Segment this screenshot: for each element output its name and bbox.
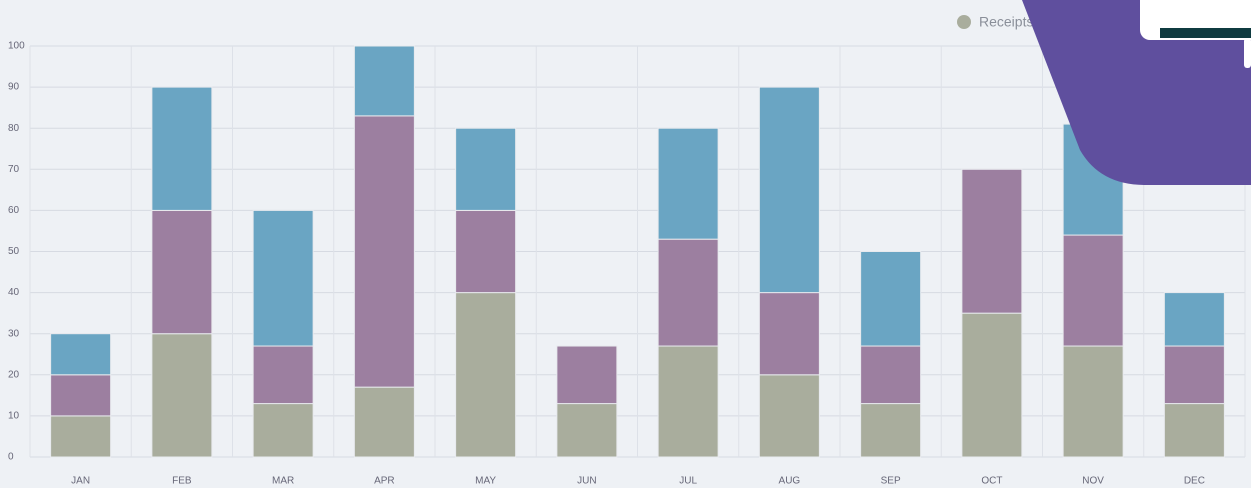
bar-segment — [1062, 234, 1124, 347]
x-tick-label: AUG — [779, 476, 801, 487]
overlay-shape — [1022, 0, 1251, 185]
bar-segment — [1163, 403, 1225, 458]
y-tick-label: 80 — [8, 123, 20, 134]
bar-segment — [1062, 345, 1124, 458]
bar-segment — [860, 251, 922, 347]
bar-segment — [252, 345, 314, 405]
bar-segment — [151, 333, 213, 458]
bar-segment — [151, 209, 213, 335]
bar-segment — [961, 312, 1023, 458]
bar-segment — [961, 168, 1023, 314]
y-tick-label: 90 — [8, 82, 20, 93]
overlay-edge — [1244, 38, 1251, 68]
legend-label: Receipts — [979, 14, 1033, 30]
bar-segment — [758, 292, 820, 376]
bar-segment — [353, 115, 415, 388]
overlay-strip — [1160, 28, 1251, 38]
bar-segment — [455, 127, 517, 211]
bar-segment — [252, 403, 314, 458]
decorative-overlay — [1022, 0, 1251, 185]
bar-segment — [353, 45, 415, 117]
bar-segment — [758, 86, 820, 294]
x-tick-label: NOV — [1082, 476, 1104, 487]
bar-segment — [556, 403, 618, 458]
bar-segment — [353, 386, 415, 458]
x-tick-label: MAR — [272, 476, 294, 487]
bar-segment — [455, 209, 517, 294]
bar-segment — [657, 238, 719, 347]
y-tick-label: 100 — [8, 41, 25, 52]
y-tick-label: 20 — [8, 369, 20, 380]
x-tick-label: JUN — [577, 476, 596, 487]
bar-segment — [455, 292, 517, 458]
y-tick-label: 40 — [8, 287, 20, 298]
x-tick-label: SEP — [881, 476, 901, 487]
x-tick-label: FEB — [172, 476, 192, 487]
bar-segment — [758, 374, 820, 458]
y-tick-label: 10 — [8, 411, 20, 422]
plot-area: 0 10 20 30 40 50 60 70 80 90 100 JAN FEB MAR APR MAY JUN… — [8, 41, 1246, 487]
bar-segment — [151, 86, 213, 211]
x-tick-label: MAY — [475, 476, 496, 487]
y-tick-label: 0 — [8, 452, 14, 463]
x-tick-label: APR — [374, 476, 395, 487]
bar-segment — [50, 333, 112, 376]
y-tick-label: 70 — [8, 164, 20, 175]
bar-segment — [860, 403, 922, 458]
bar-segment — [1163, 345, 1225, 405]
x-tick-label: JAN — [71, 476, 90, 487]
legend-marker — [957, 15, 971, 29]
x-tick-label: DEC — [1184, 476, 1205, 487]
bar-segment — [50, 415, 112, 458]
y-tick-label: 50 — [8, 246, 20, 257]
bar-segment — [1163, 292, 1225, 347]
bar-segment — [657, 345, 719, 458]
x-tick-label: OCT — [981, 476, 1002, 487]
bar-segment — [252, 209, 314, 347]
y-tick-label: 30 — [8, 328, 20, 339]
x-tick-label: JUL — [679, 476, 697, 487]
bar-segment — [657, 127, 719, 240]
bar-segment — [860, 345, 922, 405]
bar-segment — [50, 374, 112, 417]
y-tick-label: 60 — [8, 205, 20, 216]
bar-segment — [556, 345, 618, 405]
